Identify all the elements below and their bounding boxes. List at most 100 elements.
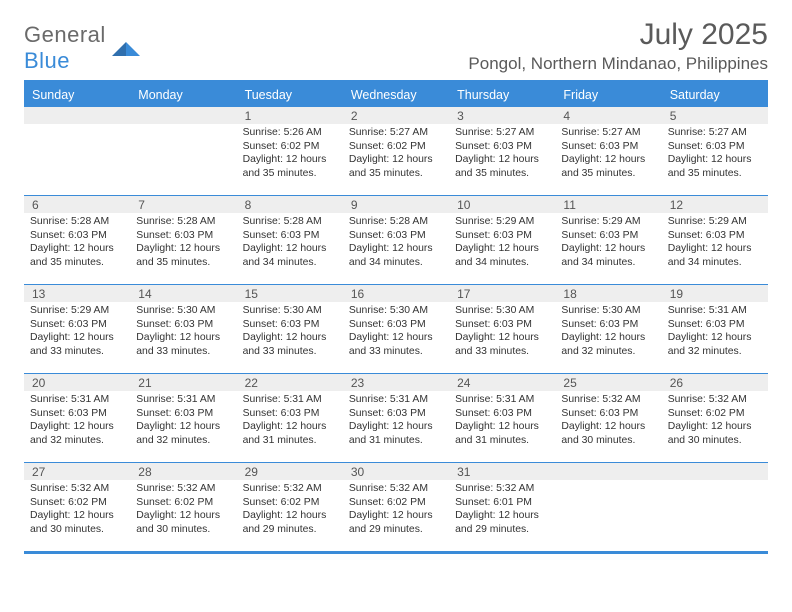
day-sunrise: Sunrise: 5:29 AM [30,304,124,318]
day-day1: Daylight: 12 hours [455,331,549,345]
day-cell: 31Sunrise: 5:32 AMSunset: 6:01 PMDayligh… [449,463,555,551]
day-details: Sunrise: 5:29 AMSunset: 6:03 PMDaylight:… [555,213,661,274]
day-day2: and 32 minutes. [136,434,230,448]
day-sunset: Sunset: 6:02 PM [668,407,762,421]
day-details: Sunrise: 5:28 AMSunset: 6:03 PMDaylight:… [343,213,449,274]
day-sunrise: Sunrise: 5:32 AM [561,393,655,407]
day-day2: and 34 minutes. [349,256,443,270]
day-cell: 12Sunrise: 5:29 AMSunset: 6:03 PMDayligh… [662,196,768,284]
day-sunset: Sunset: 6:03 PM [561,229,655,243]
day-sunset: Sunset: 6:03 PM [136,229,230,243]
day-day1: Daylight: 12 hours [243,509,337,523]
weeks-container: 1Sunrise: 5:26 AMSunset: 6:02 PMDaylight… [24,107,768,551]
day-day2: and 30 minutes. [136,523,230,537]
day-details: Sunrise: 5:31 AMSunset: 6:03 PMDaylight:… [130,391,236,452]
day-day2: and 33 minutes. [30,345,124,359]
day-cell: 17Sunrise: 5:30 AMSunset: 6:03 PMDayligh… [449,285,555,373]
day-day2: and 35 minutes. [30,256,124,270]
day-sunrise: Sunrise: 5:31 AM [349,393,443,407]
day-details [555,480,661,486]
day-day2: and 34 minutes. [561,256,655,270]
week-row: 20Sunrise: 5:31 AMSunset: 6:03 PMDayligh… [24,374,768,463]
day-headers-row: Sunday Monday Tuesday Wednesday Thursday… [24,83,768,107]
day-cell: 23Sunrise: 5:31 AMSunset: 6:03 PMDayligh… [343,374,449,462]
day-number: 18 [555,285,661,302]
day-sunset: Sunset: 6:03 PM [136,407,230,421]
day-number: 20 [24,374,130,391]
day-cell: 11Sunrise: 5:29 AMSunset: 6:03 PMDayligh… [555,196,661,284]
day-details: Sunrise: 5:27 AMSunset: 6:03 PMDaylight:… [449,124,555,185]
day-header-saturday: Saturday [662,83,768,107]
day-number: 31 [449,463,555,480]
day-header-wednesday: Wednesday [343,83,449,107]
day-day1: Daylight: 12 hours [30,242,124,256]
day-sunset: Sunset: 6:03 PM [349,318,443,332]
day-number: 9 [343,196,449,213]
week-row: 13Sunrise: 5:29 AMSunset: 6:03 PMDayligh… [24,285,768,374]
brand-logo: General Blue [24,18,140,74]
day-number: 17 [449,285,555,302]
day-sunrise: Sunrise: 5:31 AM [243,393,337,407]
day-number: 5 [662,107,768,124]
day-number: 29 [237,463,343,480]
day-day2: and 35 minutes. [349,167,443,181]
day-cell: 7Sunrise: 5:28 AMSunset: 6:03 PMDaylight… [130,196,236,284]
day-day2: and 33 minutes. [243,345,337,359]
day-day2: and 30 minutes. [561,434,655,448]
day-day2: and 35 minutes. [136,256,230,270]
day-cell [662,463,768,551]
day-sunrise: Sunrise: 5:31 AM [668,304,762,318]
day-number: 2 [343,107,449,124]
day-day1: Daylight: 12 hours [30,420,124,434]
day-day1: Daylight: 12 hours [349,420,443,434]
day-cell: 6Sunrise: 5:28 AMSunset: 6:03 PMDaylight… [24,196,130,284]
day-details: Sunrise: 5:29 AMSunset: 6:03 PMDaylight:… [662,213,768,274]
day-sunset: Sunset: 6:02 PM [349,140,443,154]
day-header-monday: Monday [130,83,236,107]
day-day2: and 33 minutes. [136,345,230,359]
week-row: 27Sunrise: 5:32 AMSunset: 6:02 PMDayligh… [24,463,768,551]
day-number: 8 [237,196,343,213]
day-sunset: Sunset: 6:03 PM [455,229,549,243]
day-day1: Daylight: 12 hours [136,331,230,345]
day-day2: and 32 minutes. [30,434,124,448]
day-cell [24,107,130,195]
day-sunrise: Sunrise: 5:28 AM [243,215,337,229]
day-cell: 25Sunrise: 5:32 AMSunset: 6:03 PMDayligh… [555,374,661,462]
day-day2: and 33 minutes. [349,345,443,359]
day-number: 6 [24,196,130,213]
day-day2: and 35 minutes. [243,167,337,181]
day-details: Sunrise: 5:32 AMSunset: 6:02 PMDaylight:… [343,480,449,541]
day-cell: 22Sunrise: 5:31 AMSunset: 6:03 PMDayligh… [237,374,343,462]
day-sunset: Sunset: 6:03 PM [455,407,549,421]
day-details: Sunrise: 5:30 AMSunset: 6:03 PMDaylight:… [130,302,236,363]
day-details: Sunrise: 5:28 AMSunset: 6:03 PMDaylight:… [237,213,343,274]
day-day1: Daylight: 12 hours [243,153,337,167]
day-cell: 14Sunrise: 5:30 AMSunset: 6:03 PMDayligh… [130,285,236,373]
day-sunrise: Sunrise: 5:27 AM [668,126,762,140]
day-day1: Daylight: 12 hours [668,331,762,345]
day-day1: Daylight: 12 hours [561,242,655,256]
day-number: 1 [237,107,343,124]
day-number [24,107,130,124]
day-day1: Daylight: 12 hours [561,420,655,434]
day-cell: 24Sunrise: 5:31 AMSunset: 6:03 PMDayligh… [449,374,555,462]
day-sunrise: Sunrise: 5:32 AM [136,482,230,496]
day-day2: and 34 minutes. [243,256,337,270]
day-sunrise: Sunrise: 5:32 AM [455,482,549,496]
day-details [24,124,130,130]
day-cell: 9Sunrise: 5:28 AMSunset: 6:03 PMDaylight… [343,196,449,284]
day-details: Sunrise: 5:29 AMSunset: 6:03 PMDaylight:… [449,213,555,274]
day-sunrise: Sunrise: 5:30 AM [136,304,230,318]
day-sunrise: Sunrise: 5:32 AM [30,482,124,496]
day-details: Sunrise: 5:27 AMSunset: 6:02 PMDaylight:… [343,124,449,185]
day-number [130,107,236,124]
day-cell: 13Sunrise: 5:29 AMSunset: 6:03 PMDayligh… [24,285,130,373]
day-sunrise: Sunrise: 5:31 AM [30,393,124,407]
day-sunset: Sunset: 6:03 PM [561,407,655,421]
day-details: Sunrise: 5:29 AMSunset: 6:03 PMDaylight:… [24,302,130,363]
day-sunrise: Sunrise: 5:29 AM [668,215,762,229]
day-cell: 28Sunrise: 5:32 AMSunset: 6:02 PMDayligh… [130,463,236,551]
day-sunrise: Sunrise: 5:31 AM [136,393,230,407]
day-day2: and 29 minutes. [455,523,549,537]
